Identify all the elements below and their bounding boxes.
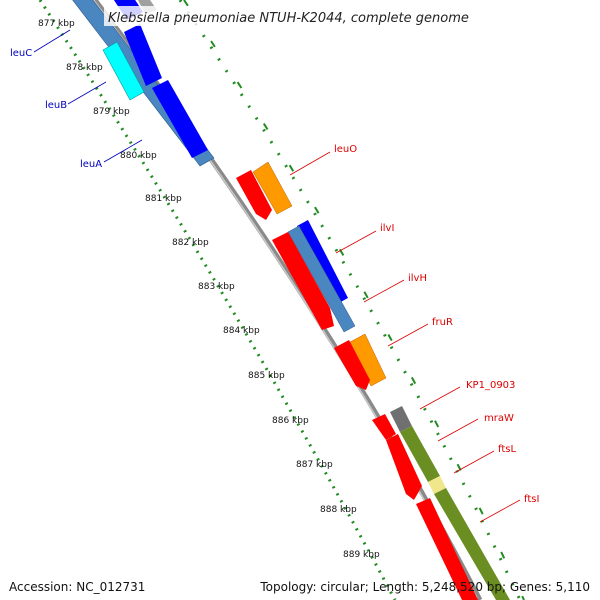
- scale-label: 883 kbp: [198, 282, 235, 292]
- scale-label: 880 kbp: [120, 151, 157, 161]
- scale-ring-outer-long: [183, 0, 525, 600]
- gene-feature-ilvI-blue[interactable]: [297, 220, 348, 304]
- gene-feature-cyan[interactable]: [102, 41, 145, 101]
- lower-features: [236, 161, 510, 600]
- genome-summary-label: Topology: circular; Length: 5,248,520 bp…: [260, 580, 590, 594]
- gene-label-ilvI[interactable]: ilvI: [380, 223, 394, 234]
- scale-label: 885 kbp: [248, 371, 285, 381]
- gene-feature-khaki[interactable]: [428, 476, 446, 494]
- gene-label-ilvH[interactable]: ilvH: [408, 273, 427, 284]
- gene-feature-red-2[interactable]: [272, 232, 334, 330]
- scale-labels: 877 kbp 878 kbp 879 kbp 880 kbp 881 kbp …: [38, 19, 380, 560]
- scale-label: 878 kbp: [66, 63, 103, 73]
- gene-feature-gray-2[interactable]: [390, 406, 412, 432]
- left-gene-labels: leuC leuB leuA: [10, 29, 143, 170]
- gene-feature-leuO-orange[interactable]: [252, 161, 293, 215]
- gene-feature-red-6[interactable]: [416, 498, 478, 600]
- scale-label: 882 kbp: [172, 238, 209, 248]
- gene-label-KP1_0903[interactable]: KP1_0903: [466, 380, 515, 391]
- gene-feature-red-5[interactable]: [386, 434, 422, 500]
- right-gene-labels: leuO ilvI ilvH fruR KP1_0903 mraW ftsL f…: [289, 144, 539, 523]
- scale-label: 879 kbp: [93, 107, 130, 117]
- gene-label-leuC[interactable]: leuC: [10, 48, 32, 59]
- gene-label-fruR[interactable]: fruR: [432, 317, 453, 328]
- gene-label-leuA[interactable]: leuA: [80, 159, 102, 170]
- scale-label: 887 kbp: [296, 460, 333, 470]
- gene-feature-ilvI-steel[interactable]: [287, 225, 356, 333]
- gene-label-leuB[interactable]: leuB: [45, 100, 67, 111]
- scale-label: 888 kbp: [320, 505, 357, 515]
- gene-feature-olive[interactable]: [400, 426, 440, 482]
- gene-feature-red-3[interactable]: [334, 340, 370, 390]
- gene-feature-blue-2[interactable]: [124, 24, 162, 86]
- gene-label-ftsI[interactable]: ftsI: [524, 494, 539, 505]
- scale-label: 889 kbp: [343, 550, 380, 560]
- scale-label: 881 kbp: [145, 194, 182, 204]
- scale-label: 877 kbp: [38, 19, 75, 29]
- gene-feature-olive-2[interactable]: [434, 488, 510, 600]
- gene-label-leuO[interactable]: leuO: [334, 144, 357, 155]
- scale-label: 886 kbp: [272, 416, 309, 426]
- gene-label-ftsL[interactable]: ftsL: [498, 444, 516, 455]
- scale-label: 884 kbp: [223, 326, 260, 336]
- gene-feature-red-4[interactable]: [372, 414, 396, 440]
- gene-label-mraW[interactable]: mraW: [484, 413, 514, 424]
- map-title: Klebsiella pneumoniae NTUH-K2044, comple…: [108, 11, 469, 26]
- gene-feature-blue-3[interactable]: [152, 80, 208, 158]
- accession-label: Accession: NC_012731: [9, 580, 146, 594]
- gene-feature-red-1[interactable]: [236, 170, 272, 220]
- scale-ring-inner: [38, 0, 397, 600]
